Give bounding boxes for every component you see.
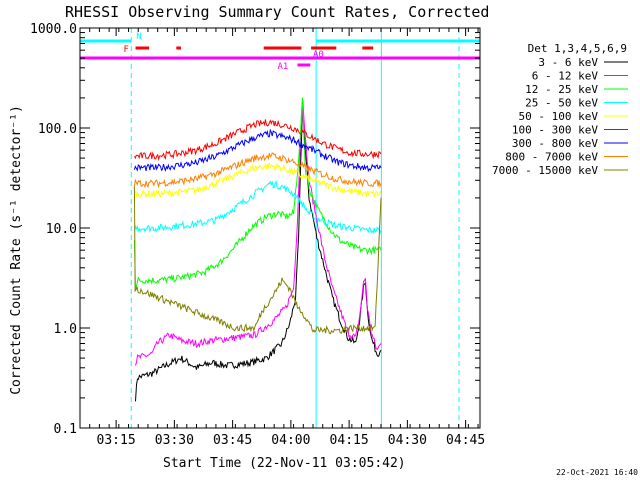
series-3-6-kev <box>135 101 382 402</box>
x-tick-label-03-15: 03:15 <box>97 433 136 448</box>
series-100-300-kev <box>133 119 382 161</box>
x-tick-label-04-15: 04:15 <box>330 433 369 448</box>
bar-label-a1: A1 <box>277 62 288 72</box>
legend-label-7000-15000-kev: 7000 - 15000 keV <box>492 164 598 177</box>
series-6-12-kev <box>135 100 382 366</box>
x-tick-label-04-45: 04:45 <box>446 433 485 448</box>
legend-label-3-6-kev: 3 - 6 keV <box>538 56 598 69</box>
legend-label-800-7000-kev: 800 - 7000 keV <box>505 151 598 164</box>
y-axis-label: Corrected Count Rate (s⁻¹ detector⁻¹) <box>9 105 24 395</box>
plot-frame <box>79 27 481 429</box>
x-tick-label-03-30: 03:30 <box>155 433 194 448</box>
legend-label-100-300-kev: 100 - 300 keV <box>512 124 598 137</box>
legend-label-50-100-kev: 50 - 100 keV <box>519 110 599 123</box>
legend-label-6-12-kev: 6 - 12 keV <box>532 70 599 83</box>
footer-date: 22-Oct-2021 16:40 <box>556 468 638 477</box>
y-tick-label-1000-0: 1000.0 <box>30 22 77 37</box>
legend-label-12-25-kev: 12 - 25 keV <box>525 83 598 96</box>
y-tick-label-0-1: 0.1 <box>54 422 77 437</box>
legend-label-300-800-kev: 300 - 800 keV <box>512 137 598 150</box>
y-tick-label-100-0: 100.0 <box>38 122 77 137</box>
x-tick-label-03-45: 03:45 <box>213 433 252 448</box>
bar-label-f: F <box>124 45 129 55</box>
bar-label-a0: A0 <box>313 50 324 60</box>
series-7000-15000-kev <box>133 186 382 335</box>
series-25-50-kev <box>133 179 382 235</box>
x-tick-label-04-00: 04:00 <box>271 433 310 448</box>
chart-title: RHESSI Observing Summary Count Rates, Co… <box>65 3 489 21</box>
bar-label-n: N <box>136 32 141 42</box>
legend-label-25-50-kev: 25 - 50 keV <box>525 97 598 110</box>
series-300-800-kev <box>133 128 382 173</box>
x-axis-label: Start Time (22-Nov-11 03:05:42) <box>163 456 406 471</box>
legend-title: Det 1,3,4,5,6,9 <box>528 42 627 55</box>
y-tick-label-10-0: 10.0 <box>46 222 77 237</box>
y-tick-label-1-0: 1.0 <box>54 322 77 337</box>
series-50-100-kev <box>134 162 382 199</box>
x-tick-label-04-30: 04:30 <box>388 433 427 448</box>
series-12-25-kev <box>133 97 382 292</box>
series-800-7000-kev <box>133 152 382 189</box>
